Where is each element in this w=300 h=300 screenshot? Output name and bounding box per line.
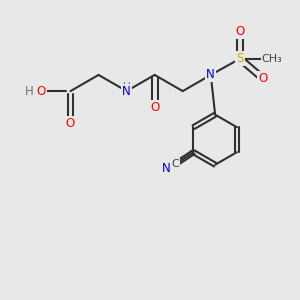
Text: O: O (150, 101, 159, 114)
Text: C: C (171, 159, 179, 169)
Text: O: O (235, 25, 244, 38)
Text: O: O (258, 72, 267, 85)
Text: O: O (66, 117, 75, 130)
Text: O: O (36, 85, 46, 98)
Text: H: H (25, 85, 34, 98)
Text: H: H (123, 82, 130, 92)
Text: S: S (236, 52, 244, 65)
Text: N: N (206, 68, 215, 81)
Text: N: N (122, 85, 131, 98)
Text: CH₃: CH₃ (262, 54, 283, 64)
Text: N: N (162, 162, 170, 175)
